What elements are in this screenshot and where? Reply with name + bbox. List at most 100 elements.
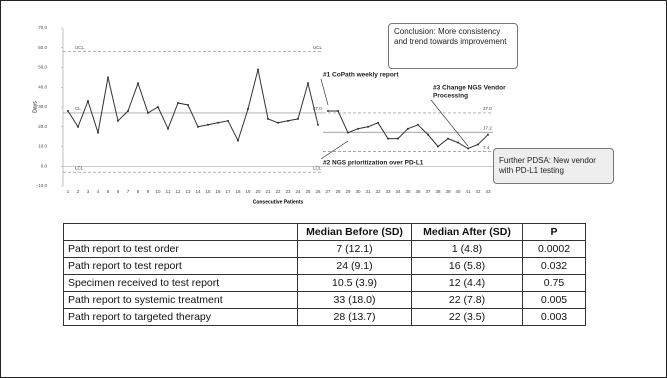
x-tick-label: 25 xyxy=(305,189,311,194)
table-cell: Path report to test report xyxy=(63,257,298,275)
x-tick-label: 27 xyxy=(325,189,331,194)
table-row: Path report to test order 7 (12.1) 1 (4.8)… xyxy=(63,240,586,258)
annotation-arrow xyxy=(320,78,329,106)
data-point xyxy=(147,111,149,114)
table-cell: 0.75 xyxy=(522,274,586,292)
data-point xyxy=(117,119,119,122)
y-tick-label: 70.0 xyxy=(38,25,47,30)
x-tick-label: 39 xyxy=(445,189,451,194)
table-cell: Path report to systemic treatment xyxy=(63,291,298,309)
data-point xyxy=(157,106,159,108)
x-tick-label: 24 xyxy=(295,189,301,194)
x-tick-label: 30 xyxy=(355,189,361,194)
control-label: 7.4 xyxy=(483,145,490,150)
data-point xyxy=(217,121,219,124)
y-tick-label: 20.0 xyxy=(38,124,47,129)
data-point xyxy=(287,119,289,122)
x-tick-label: 18 xyxy=(235,189,241,194)
table-cell: 10.5 (3.9) xyxy=(297,274,412,292)
table-cell: 28 (13.7) xyxy=(297,308,412,326)
data-point xyxy=(77,125,79,128)
conclusion-callout: Conclusion: More consistency and trend t… xyxy=(388,23,518,69)
header-cell: P xyxy=(522,223,586,241)
x-tick-label: 22 xyxy=(275,189,281,194)
x-tick-label: 31 xyxy=(365,189,371,194)
table-cell: Path report to test order xyxy=(63,240,298,258)
data-point xyxy=(307,82,309,85)
x-tick-label: 32 xyxy=(375,189,381,194)
table-cell: 0.003 xyxy=(522,308,586,326)
x-tick-label: 3 xyxy=(87,189,90,194)
header-cell xyxy=(63,223,298,241)
x-tick-label: 1 xyxy=(67,189,70,194)
x-tick-label: 40 xyxy=(455,189,461,194)
x-tick-label: 17 xyxy=(225,189,231,194)
data-point xyxy=(257,68,259,71)
data-point xyxy=(137,82,139,85)
header-cell: Median After (SD) xyxy=(411,223,523,241)
x-tick-label: 37 xyxy=(425,189,431,194)
control-label: UCL xyxy=(313,45,322,50)
table-cell: 0.032 xyxy=(522,257,586,275)
data-line xyxy=(328,110,489,150)
x-tick-label: 28 xyxy=(335,189,341,194)
pdsa-callout: Further PDSA: New vendor with PD-L1 test… xyxy=(493,148,614,184)
data-point xyxy=(447,137,449,140)
x-tick-label: 15 xyxy=(205,189,211,194)
y-tick-label: 50.0 xyxy=(38,65,47,70)
x-tick-label: 20 xyxy=(255,189,261,194)
data-point xyxy=(427,133,429,136)
data-point xyxy=(237,139,239,142)
header-row: Median Before (SD) Median After (SD) P xyxy=(63,223,586,241)
x-tick-label: 43 xyxy=(485,189,491,194)
table-cell: 12 (4.4) xyxy=(411,274,523,292)
header-cell: Median Before (SD) xyxy=(297,223,412,241)
data-point xyxy=(127,109,129,112)
data-point xyxy=(437,145,439,148)
data-point xyxy=(277,121,279,124)
control-label: LCL xyxy=(75,165,84,170)
control-label: 17.2 xyxy=(483,125,492,130)
x-tick-label: 8 xyxy=(137,189,140,194)
data-point xyxy=(337,109,339,112)
table-cell: 33 (18.0) xyxy=(297,291,412,309)
data-point xyxy=(357,127,359,130)
table-cell: 0.005 xyxy=(522,291,586,309)
y-tick-label: 40.0 xyxy=(38,84,47,89)
control-label: 27.0 xyxy=(313,106,322,111)
control-label: 27.0 xyxy=(483,106,492,111)
x-tick-label: 35 xyxy=(405,189,411,194)
control-label: LCL xyxy=(313,165,322,170)
data-point xyxy=(467,147,469,150)
y-tick-label: 60.0 xyxy=(38,45,47,50)
table-cell: 1 (4.8) xyxy=(411,240,523,258)
results-table: Median Before (SD) Median After (SD) P Path… xyxy=(63,223,586,326)
x-tick-label: 26 xyxy=(315,189,321,194)
table-cell: Specimen received to test report xyxy=(63,274,298,292)
table-row: Path report to test report 24 (9.1) 16 (5.… xyxy=(63,257,586,275)
data-point xyxy=(227,119,229,122)
control-label: CL xyxy=(75,106,81,111)
y-tick-label: 10.0 xyxy=(38,144,47,149)
data-line xyxy=(67,69,319,142)
data-point xyxy=(387,137,389,140)
table-row: Path report to targeted therapy 28 (13.7)… xyxy=(63,308,586,326)
x-tick-label: 38 xyxy=(435,189,441,194)
table-row: Specimen received to test report 10.5 (3.… xyxy=(63,274,586,292)
x-tick-label: 9 xyxy=(147,189,150,194)
data-point xyxy=(107,76,109,79)
data-point xyxy=(397,137,399,140)
x-tick-label: 10 xyxy=(155,189,161,194)
table-cell: 16 (5.8) xyxy=(411,257,523,275)
x-tick-label: 14 xyxy=(195,189,201,194)
x-tick-label: 42 xyxy=(475,189,481,194)
x-tick-label: 16 xyxy=(215,189,221,194)
data-point xyxy=(377,121,379,124)
data-point xyxy=(197,125,199,128)
x-tick-label: 19 xyxy=(245,189,251,194)
data-point xyxy=(477,143,479,146)
x-tick-label: 2 xyxy=(77,189,80,194)
annotation: #3 Change NGS Vendor xyxy=(433,85,506,92)
annotation-arrow xyxy=(430,99,469,147)
y-tick-label: 30.0 xyxy=(38,104,47,109)
